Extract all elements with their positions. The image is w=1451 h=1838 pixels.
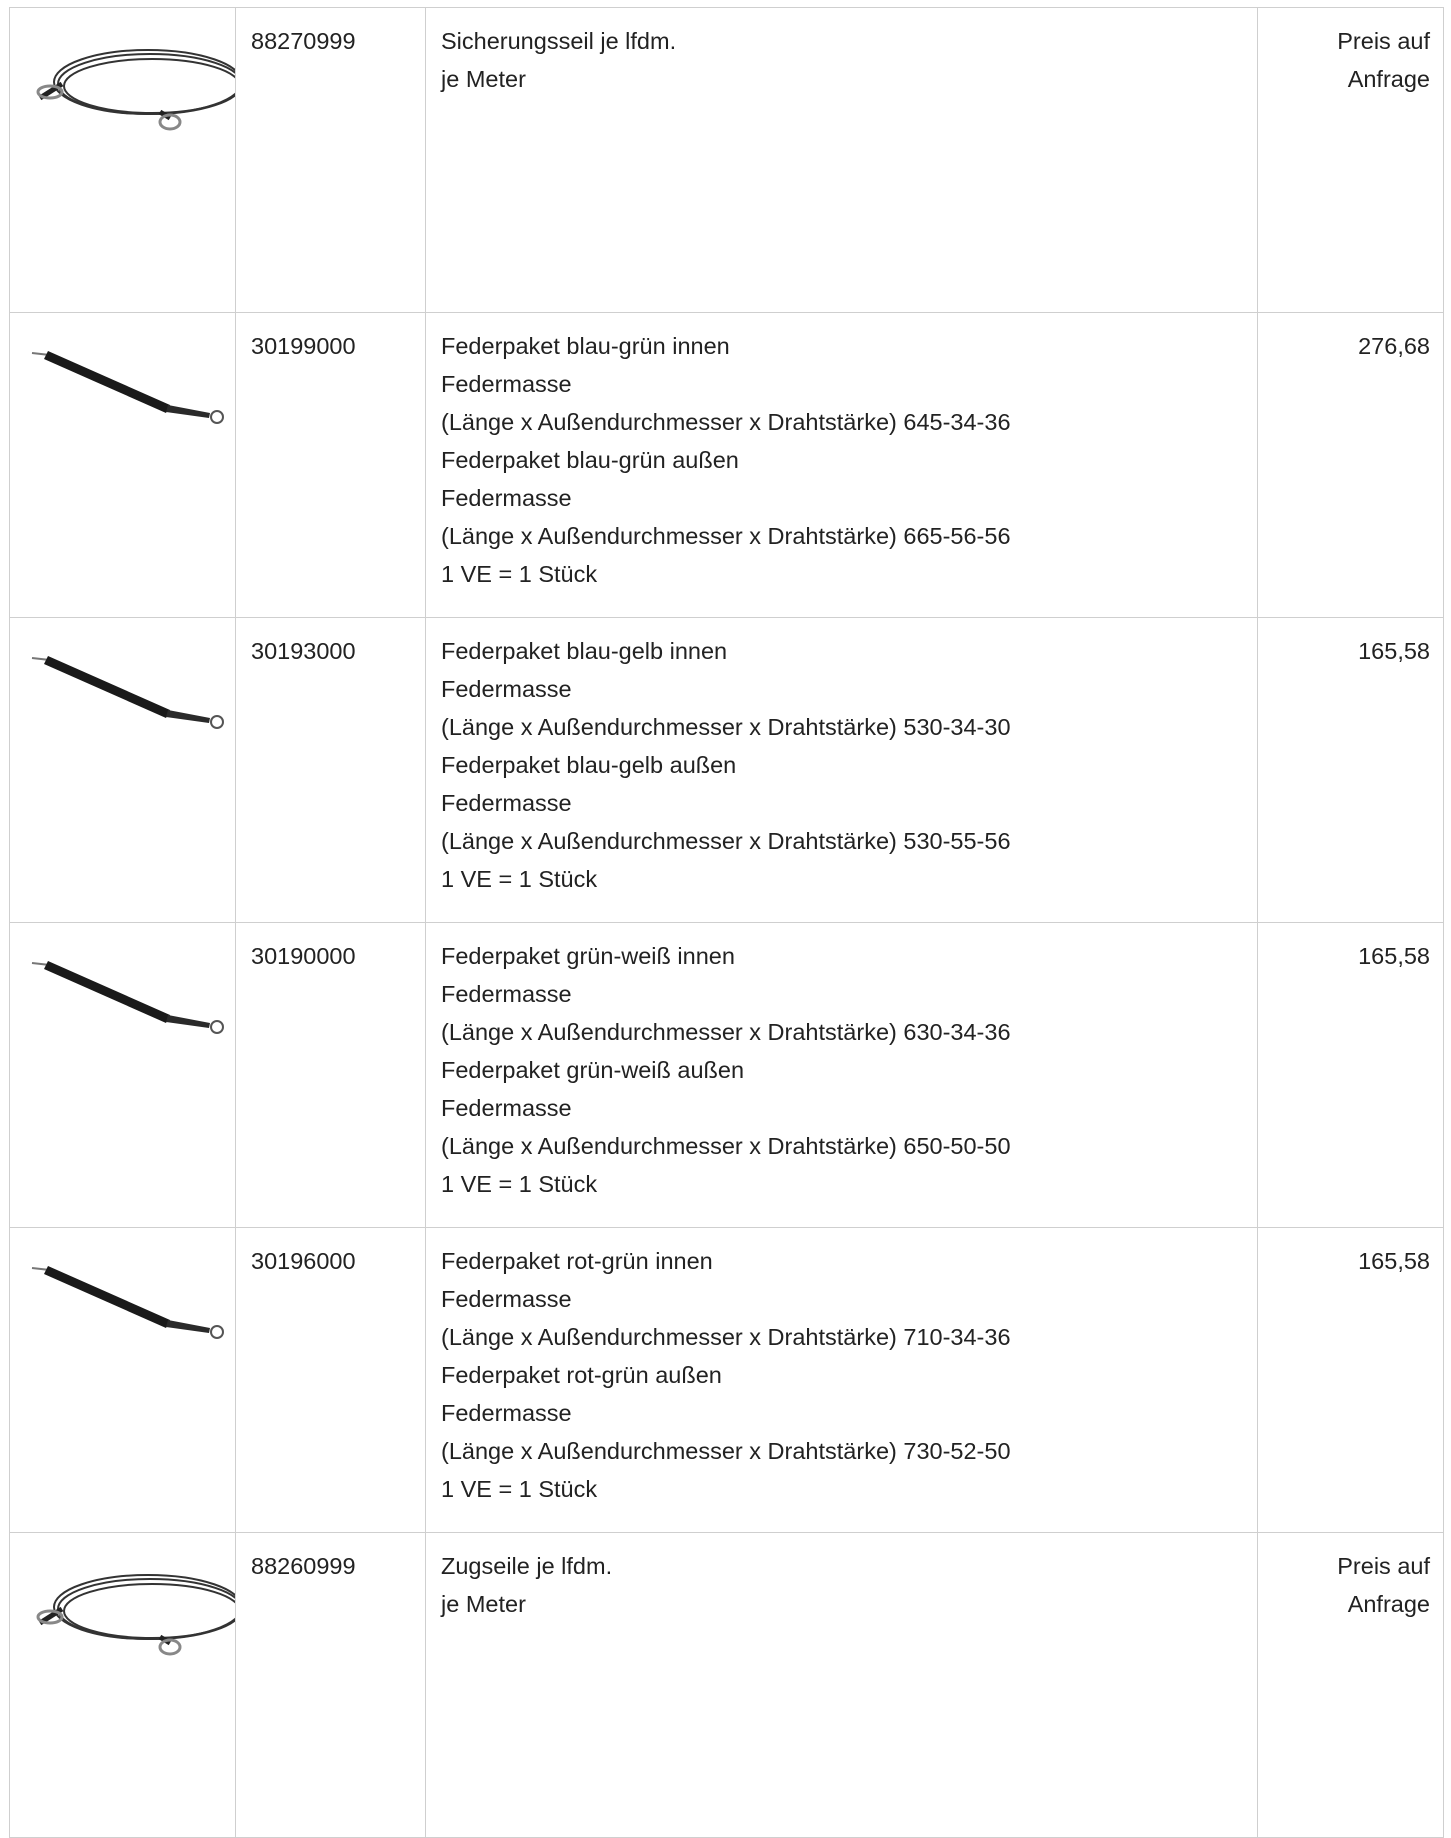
description-line: Federpaket blau-gelb innen [441, 638, 728, 664]
description-line: 1 VE = 1 Stück [441, 561, 598, 587]
article-number: 30199000 [235, 312, 426, 618]
description-line: Federpaket blau-gelb außen [441, 752, 737, 778]
description-line: (Länge x Außendurchmesser x Drahtstärke)… [441, 1019, 1011, 1045]
product-row: 30190000 Federpaket grün-weiß innen Federm… [9, 922, 1444, 1228]
description-line: Sicherungsseil je lfdm. [441, 28, 677, 54]
image-cell [9, 1532, 236, 1838]
description-line: (Länge x Außendurchmesser x Drahtstärke)… [441, 714, 1011, 740]
article-number: 88260999 [235, 1532, 426, 1838]
description-line: Federmasse [441, 485, 572, 511]
description-cell: Zugseile je lfdm. je Meter [425, 1532, 1258, 1838]
image-cell [9, 922, 236, 1228]
product-table-wrap: 88270999 Sicherungsseil je lfdm. je Meter P… [9, 7, 1444, 1838]
product-table: 88270999 Sicherungsseil je lfdm. je Meter P… [9, 7, 1444, 1838]
description-line: (Länge x Außendurchmesser x Drahtstärke)… [441, 828, 1011, 854]
price: 165,58 [1257, 1227, 1444, 1533]
description-cell: Sicherungsseil je lfdm. je Meter [425, 7, 1258, 313]
description-line: Federpaket rot-grün innen [441, 1248, 713, 1274]
description-line: Federmasse [441, 371, 572, 397]
description-line: (Länge x Außendurchmesser x Drahtstärke)… [441, 1438, 1011, 1464]
product-row: 30199000 Federpaket blau-grün innen Federm… [9, 312, 1444, 618]
description-line: je Meter [441, 1591, 526, 1617]
image-cell [9, 1227, 236, 1533]
description-line: Zugseile je lfdm. [441, 1553, 613, 1579]
description-line: Federmasse [441, 1095, 572, 1121]
article-number: 30196000 [235, 1227, 426, 1533]
description-line: Federpaket blau-grün innen [441, 333, 730, 359]
article-number: 30190000 [235, 922, 426, 1228]
spring-image [31, 1266, 224, 1339]
table-body: 88270999 Sicherungsseil je lfdm. je Meter P… [9, 7, 1444, 1838]
description-line: Federmasse [441, 1286, 572, 1312]
image-cell [9, 312, 236, 618]
spring-image [31, 351, 224, 424]
article-number: 30193000 [235, 617, 426, 923]
description-line: Federmasse [441, 1400, 572, 1426]
description-cell: Federpaket rot-grün innen Federmasse (Läng… [425, 1227, 1258, 1533]
spring-image [31, 961, 224, 1034]
cable-image [36, 1574, 235, 1656]
image-cell [9, 7, 236, 313]
description-line: Federpaket rot-grün außen [441, 1362, 722, 1388]
description-cell: Federpaket blau-grün innen Federmasse (Län… [425, 312, 1258, 618]
description-cell: Federpaket blau-gelb innen Federmasse (Län… [425, 617, 1258, 923]
article-number: 88270999 [235, 7, 426, 313]
price: 165,58 [1257, 617, 1444, 923]
description-line: Federpaket blau-grün außen [441, 447, 739, 473]
description-line: Federmasse [441, 981, 572, 1007]
product-row: 88260999 Zugseile je lfdm. je Meter Preis a… [9, 1532, 1444, 1838]
description-line: 1 VE = 1 Stück [441, 1476, 598, 1502]
description-line: Federpaket grün-weiß innen [441, 943, 735, 969]
description-line: (Länge x Außendurchmesser x Drahtstärke)… [441, 1324, 1011, 1350]
description-line: Federmasse [441, 790, 572, 816]
price: Preis auf Anfrage [1257, 1532, 1444, 1838]
cable-image [36, 49, 235, 131]
description-line: Federmasse [441, 676, 572, 702]
spring-image [31, 656, 224, 729]
description-cell: Federpaket grün-weiß innen Federmasse (Län… [425, 922, 1258, 1228]
product-row: 30193000 Federpaket blau-gelb innen Federm… [9, 617, 1444, 923]
description-line: (Länge x Außendurchmesser x Drahtstärke)… [441, 409, 1011, 435]
price: 165,58 [1257, 922, 1444, 1228]
description-line: je Meter [441, 66, 526, 92]
price: Preis auf Anfrage [1257, 7, 1444, 313]
price: 276,68 [1257, 312, 1444, 618]
description-line: Federpaket grün-weiß außen [441, 1057, 745, 1083]
product-row: 30196000 Federpaket rot-grün innen Federma… [9, 1227, 1444, 1533]
description-line: 1 VE = 1 Stück [441, 1171, 598, 1197]
description-line: 1 VE = 1 Stück [441, 866, 598, 892]
description-line: (Länge x Außendurchmesser x Drahtstärke)… [441, 1133, 1011, 1159]
product-row: 88270999 Sicherungsseil je lfdm. je Meter P… [9, 7, 1444, 313]
description-line: (Länge x Außendurchmesser x Drahtstärke)… [441, 523, 1011, 549]
image-cell [9, 617, 236, 923]
